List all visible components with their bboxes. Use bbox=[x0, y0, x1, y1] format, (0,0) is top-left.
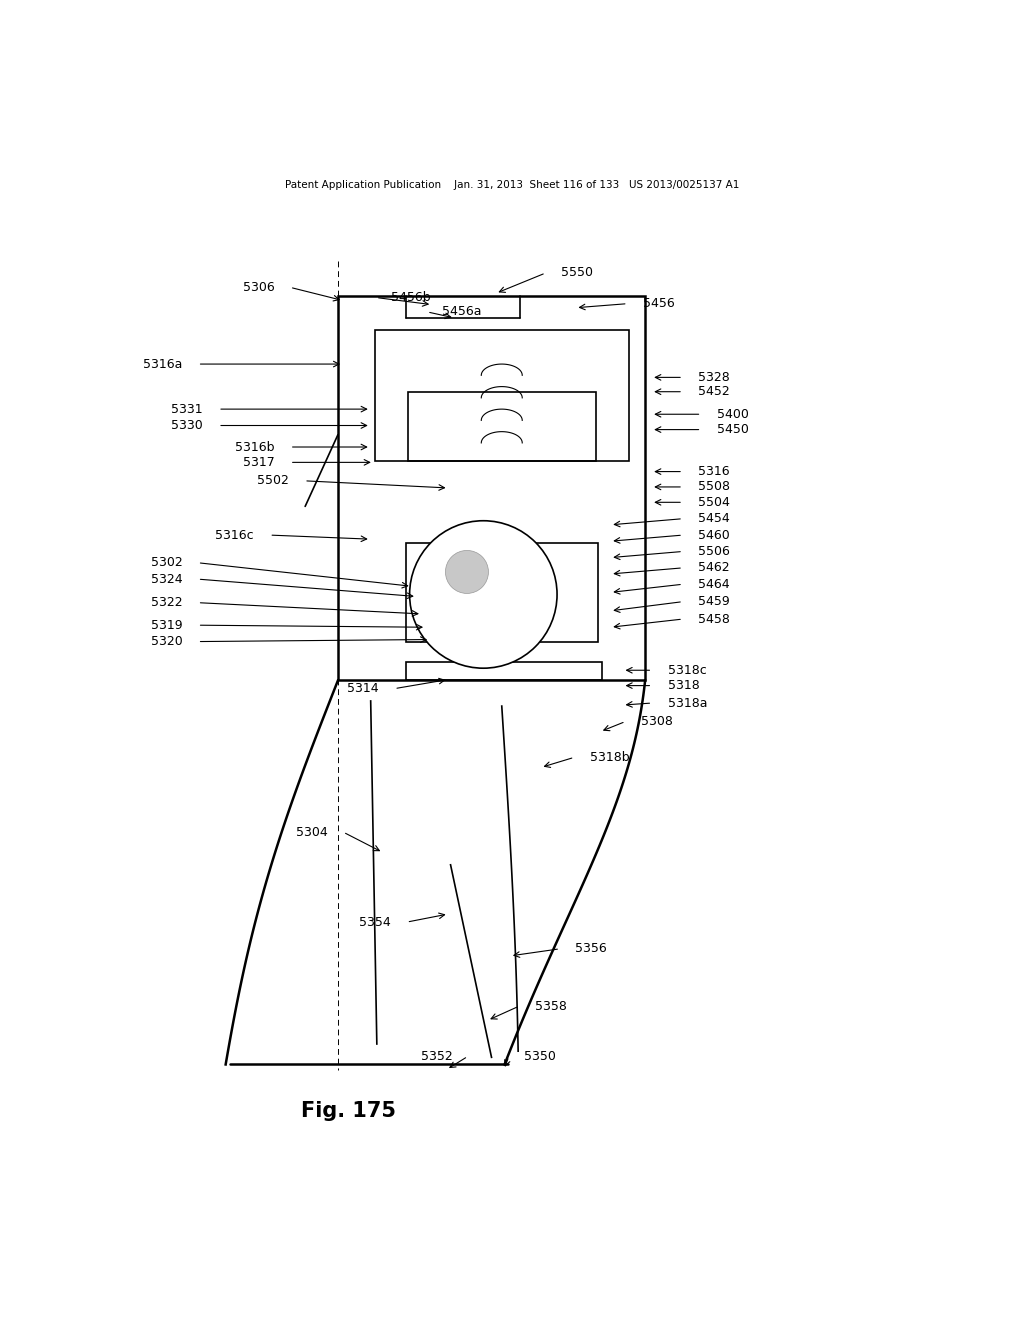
Text: 5317: 5317 bbox=[243, 455, 274, 469]
Bar bbox=[338, 297, 645, 681]
Text: 5508: 5508 bbox=[698, 480, 730, 494]
Text: 5316: 5316 bbox=[698, 465, 730, 478]
Text: 5354: 5354 bbox=[359, 916, 391, 929]
Text: 5316a: 5316a bbox=[143, 358, 182, 371]
Text: 5306: 5306 bbox=[243, 281, 274, 294]
Text: 5358: 5358 bbox=[535, 999, 566, 1012]
Bar bbox=[406, 663, 602, 681]
Text: 5322: 5322 bbox=[151, 597, 182, 609]
Text: 5304: 5304 bbox=[296, 825, 328, 838]
Text: 5456b: 5456b bbox=[391, 290, 431, 304]
Text: 5302: 5302 bbox=[151, 556, 182, 569]
Circle shape bbox=[410, 520, 557, 668]
Bar bbox=[408, 392, 596, 462]
Bar bbox=[408, 392, 596, 462]
Text: 5316c: 5316c bbox=[215, 528, 254, 541]
Text: 5331: 5331 bbox=[171, 403, 203, 416]
Text: 5319: 5319 bbox=[151, 619, 182, 632]
Text: 5328: 5328 bbox=[698, 371, 730, 384]
Text: 5464: 5464 bbox=[698, 578, 730, 591]
Text: 5460: 5460 bbox=[698, 528, 730, 541]
Text: 5450: 5450 bbox=[717, 424, 749, 436]
Text: 5502: 5502 bbox=[257, 474, 289, 487]
Text: 5459: 5459 bbox=[698, 595, 730, 609]
Text: 5320: 5320 bbox=[151, 635, 182, 648]
Bar bbox=[375, 330, 629, 462]
Text: 5352: 5352 bbox=[421, 1049, 453, 1063]
Text: 5324: 5324 bbox=[151, 573, 182, 586]
Bar bbox=[338, 297, 645, 681]
Text: 5504: 5504 bbox=[698, 496, 730, 508]
Bar bbox=[406, 544, 598, 642]
Text: 5318c: 5318c bbox=[668, 664, 707, 677]
Text: 5356: 5356 bbox=[575, 942, 607, 956]
Circle shape bbox=[445, 550, 488, 594]
Text: 5506: 5506 bbox=[698, 545, 730, 558]
Text: 5318: 5318 bbox=[668, 678, 699, 692]
Text: 5318a: 5318a bbox=[668, 697, 708, 710]
Text: 5454: 5454 bbox=[698, 512, 730, 525]
Bar bbox=[406, 297, 520, 318]
Text: 5452: 5452 bbox=[698, 385, 730, 399]
Text: 5330: 5330 bbox=[171, 418, 203, 432]
Text: 5314: 5314 bbox=[347, 682, 379, 696]
Text: Fig. 175: Fig. 175 bbox=[301, 1101, 395, 1121]
Text: 5350: 5350 bbox=[524, 1049, 556, 1063]
Text: Patent Application Publication    Jan. 31, 2013  Sheet 116 of 133   US 2013/0025: Patent Application Publication Jan. 31, … bbox=[285, 180, 739, 190]
Circle shape bbox=[410, 520, 557, 668]
Text: 5462: 5462 bbox=[698, 561, 730, 574]
Text: 5400: 5400 bbox=[717, 408, 749, 421]
Text: 5316b: 5316b bbox=[234, 441, 274, 454]
Text: 5308: 5308 bbox=[641, 715, 673, 727]
Text: 5456: 5456 bbox=[643, 297, 675, 310]
Text: 5458: 5458 bbox=[698, 612, 730, 626]
Text: 5318b: 5318b bbox=[590, 751, 630, 764]
Text: 5456a: 5456a bbox=[442, 305, 482, 318]
Text: 5550: 5550 bbox=[561, 267, 593, 280]
